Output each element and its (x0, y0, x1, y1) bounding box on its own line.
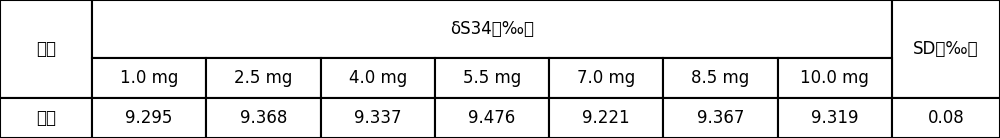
Text: 淥泥: 淥泥 (36, 109, 56, 127)
Text: 7.0 mg: 7.0 mg (577, 69, 635, 87)
Bar (549, 58, 663, 98)
Text: 4.0 mg: 4.0 mg (349, 69, 407, 87)
Bar (206, 98, 321, 138)
Text: 9.295: 9.295 (125, 109, 173, 127)
Text: 9.319: 9.319 (811, 109, 859, 127)
Bar (206, 58, 321, 98)
Bar (892, 0, 1000, 98)
Text: 5.5 mg: 5.5 mg (463, 69, 521, 87)
Bar (321, 98, 435, 138)
Bar (92, 0, 892, 58)
Text: 9.476: 9.476 (468, 109, 516, 127)
Bar (0, 0, 92, 98)
Bar (778, 58, 892, 98)
Bar (663, 98, 778, 138)
Text: 9.368: 9.368 (240, 109, 287, 127)
Text: SD（‰）: SD（‰） (913, 40, 979, 58)
Text: δS34（‰）: δS34（‰） (450, 20, 534, 38)
Bar (321, 58, 435, 98)
Text: 9.337: 9.337 (354, 109, 401, 127)
Bar (549, 98, 663, 138)
Bar (92, 58, 206, 98)
Text: 2.5 mg: 2.5 mg (234, 69, 293, 87)
Text: 9.367: 9.367 (697, 109, 744, 127)
Bar (92, 98, 206, 138)
Text: 9.221: 9.221 (582, 109, 630, 127)
Text: 8.5 mg: 8.5 mg (691, 69, 750, 87)
Bar (0, 98, 92, 138)
Bar (892, 98, 1000, 138)
Bar (435, 58, 549, 98)
Bar (778, 98, 892, 138)
Text: 1.0 mg: 1.0 mg (120, 69, 178, 87)
Text: 0.08: 0.08 (928, 109, 964, 127)
Text: 样品: 样品 (36, 40, 56, 58)
Bar (435, 98, 549, 138)
Bar (663, 58, 778, 98)
Text: 10.0 mg: 10.0 mg (800, 69, 869, 87)
